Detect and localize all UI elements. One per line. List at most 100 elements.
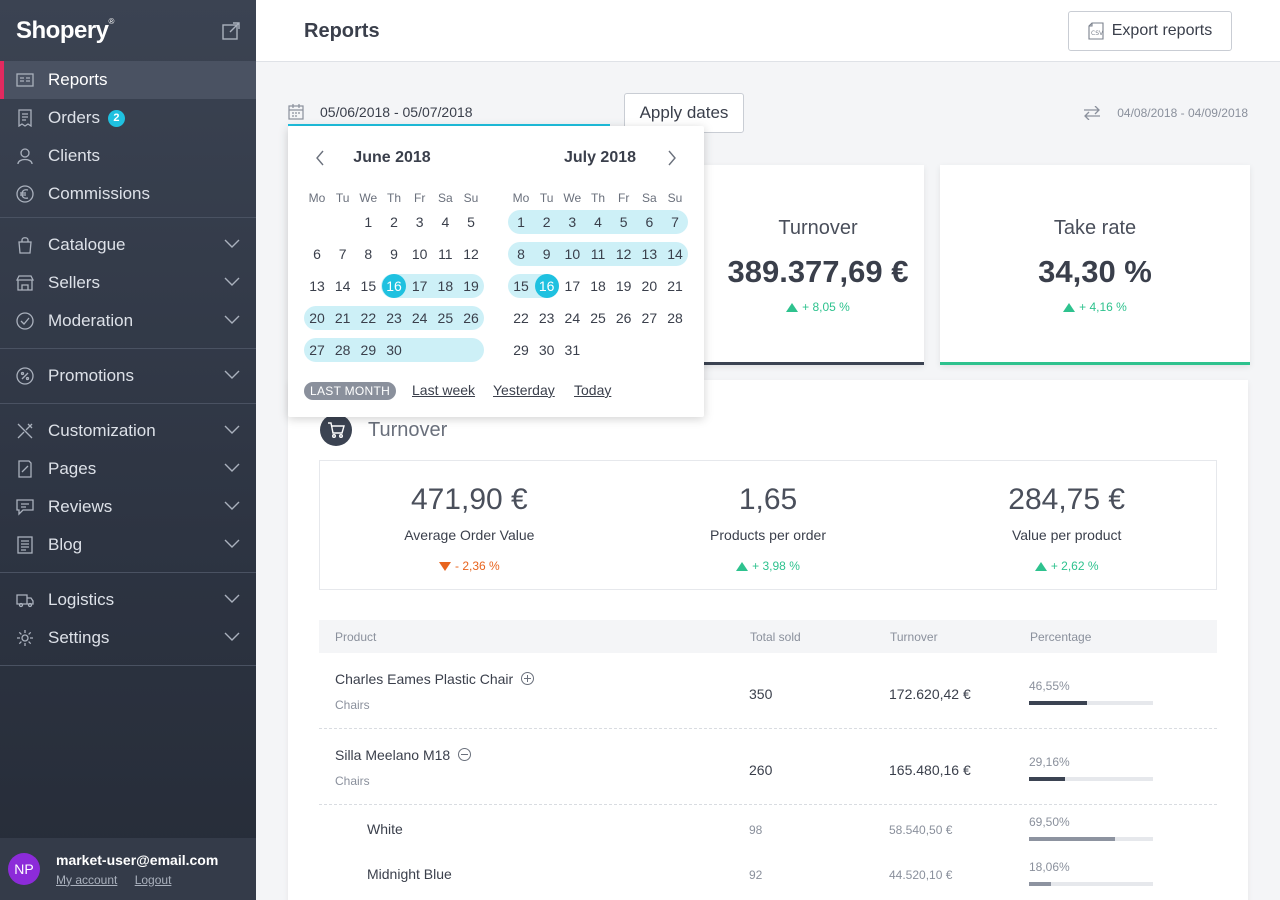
calendar-day[interactable]: 10 bbox=[564, 246, 581, 262]
table-subrow[interactable]: Midnight Blue 92 44.520,10 € 18,06% bbox=[319, 850, 1217, 895]
calendar-day[interactable]: 6 bbox=[645, 214, 654, 230]
calendar-day[interactable]: 20 bbox=[309, 310, 325, 326]
logo[interactable]: Shopery® bbox=[16, 16, 114, 44]
calendar-day[interactable]: 22 bbox=[513, 310, 529, 326]
calendar-day[interactable]: 14 bbox=[667, 246, 683, 262]
table-row[interactable]: Charles Eames Plastic Chair Chairs 350 172.… bbox=[319, 653, 1217, 729]
quick-range-today[interactable]: Today bbox=[574, 382, 612, 398]
calendar-day[interactable]: 30 bbox=[538, 342, 555, 358]
calendar-day[interactable]: 27 bbox=[309, 342, 325, 358]
table-subrow[interactable]: White 98 58.540,50 € 69,50% bbox=[319, 805, 1217, 850]
calendar-day[interactable]: 13 bbox=[641, 246, 658, 262]
calendar-day[interactable]: 19 bbox=[463, 278, 479, 294]
calendar-day[interactable]: 30 bbox=[386, 342, 402, 358]
calendar-day[interactable]: 16 bbox=[386, 278, 402, 294]
sidebar-item-pages[interactable]: Pages bbox=[0, 450, 256, 488]
quick-range-yesterday[interactable]: Yesterday bbox=[493, 382, 555, 398]
calendar-day[interactable]: 19 bbox=[615, 278, 632, 294]
chevron-down-icon[interactable] bbox=[224, 594, 240, 604]
calendar-day[interactable]: 3 bbox=[415, 214, 424, 230]
calendar-day[interactable]: 26 bbox=[463, 310, 479, 326]
calendar-day[interactable]: 2 bbox=[542, 214, 551, 230]
calendar-day[interactable]: 26 bbox=[615, 310, 632, 326]
chevron-down-icon[interactable] bbox=[224, 277, 240, 287]
calendar-day[interactable]: 4 bbox=[441, 214, 450, 230]
sidebar-item-settings[interactable]: Settings bbox=[0, 619, 256, 657]
quick-range-last-month[interactable]: LAST MONTH bbox=[304, 382, 397, 400]
calendar-day[interactable]: 5 bbox=[467, 214, 475, 230]
compare-range[interactable]: 04/08/2018 - 04/09/2018 bbox=[1083, 106, 1248, 120]
column-header-percentage[interactable]: Percentage bbox=[1030, 630, 1092, 644]
calendar-day[interactable]: 16 bbox=[538, 278, 555, 294]
calendar-day[interactable]: 2 bbox=[390, 214, 398, 230]
calendar-day[interactable]: 29 bbox=[360, 342, 377, 358]
calendar-day[interactable]: 9 bbox=[390, 246, 398, 262]
export-reports-button[interactable]: CSV Export reports bbox=[1068, 11, 1232, 51]
calendar-day[interactable]: 17 bbox=[411, 278, 428, 294]
column-header-product[interactable]: Product bbox=[335, 630, 377, 644]
calendar-day[interactable]: 9 bbox=[542, 246, 551, 262]
chevron-left-icon[interactable] bbox=[315, 150, 325, 166]
sidebar-item-moderation[interactable]: Moderation bbox=[0, 302, 256, 340]
sidebar-item-reports[interactable]: Reports bbox=[0, 61, 256, 99]
chevron-down-icon[interactable] bbox=[224, 315, 240, 325]
calendar-day[interactable]: 24 bbox=[564, 310, 581, 326]
chevron-down-icon[interactable] bbox=[224, 501, 240, 511]
sidebar-item-sellers[interactable]: Sellers bbox=[0, 264, 256, 302]
calendar-day[interactable]: 13 bbox=[309, 278, 325, 294]
sidebar-item-blog[interactable]: Blog bbox=[0, 526, 256, 564]
calendar-day[interactable]: 3 bbox=[568, 214, 577, 230]
calendar-day[interactable]: 15 bbox=[513, 278, 529, 294]
calendar-day[interactable]: 6 bbox=[313, 246, 321, 262]
calendar-day[interactable]: 1 bbox=[517, 214, 525, 230]
sidebar-item-commissions[interactable]: Commissions bbox=[0, 175, 256, 213]
calendar-day[interactable]: 12 bbox=[463, 246, 479, 262]
chevron-right-icon[interactable] bbox=[667, 150, 677, 166]
chevron-down-icon[interactable] bbox=[224, 425, 240, 435]
calendar-day[interactable]: 4 bbox=[594, 214, 602, 230]
calendar-day[interactable]: 27 bbox=[641, 310, 658, 326]
calendar-day[interactable]: 18 bbox=[437, 278, 454, 294]
calendar-day[interactable]: 14 bbox=[334, 278, 351, 294]
column-header-total-sold[interactable]: Total sold bbox=[750, 630, 801, 644]
calendar-day[interactable]: 12 bbox=[615, 246, 632, 262]
product-name[interactable]: Charles Eames Plastic Chair bbox=[335, 671, 535, 687]
my-account-link[interactable]: My account bbox=[56, 872, 118, 887]
date-range-input[interactable]: 05/06/2018 - 05/07/2018 bbox=[288, 98, 610, 126]
calendar-day[interactable]: 17 bbox=[564, 278, 581, 294]
calendar-day[interactable]: 10 bbox=[411, 246, 428, 262]
avatar[interactable]: NP bbox=[8, 853, 40, 885]
calendar-day[interactable]: 25 bbox=[590, 310, 606, 326]
calendar-day[interactable]: 31 bbox=[564, 342, 581, 358]
calendar-day[interactable]: 28 bbox=[667, 310, 683, 326]
calendar-day[interactable]: 28 bbox=[334, 342, 351, 358]
calendar-day[interactable]: 7 bbox=[338, 246, 347, 262]
sidebar-item-promotions[interactable]: Promotions bbox=[0, 357, 256, 395]
sidebar-item-reviews[interactable]: Reviews bbox=[0, 488, 256, 526]
calendar-day[interactable]: 21 bbox=[334, 310, 351, 326]
calendar-day[interactable]: 18 bbox=[590, 278, 606, 294]
external-link-icon[interactable] bbox=[222, 21, 240, 40]
table-row[interactable]: Silla Meelano M18 Chairs 260 165.480,16 € 29… bbox=[319, 729, 1217, 805]
expand-plus-icon[interactable] bbox=[521, 672, 535, 685]
calendar-day[interactable]: 1 bbox=[364, 214, 373, 230]
quick-range-last-week[interactable]: Last week bbox=[412, 382, 476, 398]
calendar-day[interactable]: 8 bbox=[364, 246, 373, 262]
calendar-day[interactable]: 15 bbox=[360, 278, 377, 294]
calendar-day[interactable]: 24 bbox=[411, 310, 428, 326]
calendar-day[interactable]: 23 bbox=[386, 310, 402, 326]
chevron-down-icon[interactable] bbox=[224, 370, 240, 380]
chevron-down-icon[interactable] bbox=[224, 632, 240, 642]
calendar-day[interactable]: 29 bbox=[513, 342, 529, 358]
sidebar-item-logistics[interactable]: Logistics bbox=[0, 581, 256, 619]
sidebar-item-customization[interactable]: Customization bbox=[0, 412, 256, 450]
sidebar-item-clients[interactable]: Clients bbox=[0, 137, 256, 175]
calendar-day[interactable]: 11 bbox=[438, 246, 453, 262]
chevron-down-icon[interactable] bbox=[224, 539, 240, 549]
column-header-turnover[interactable]: Turnover bbox=[890, 630, 938, 644]
calendar-day[interactable]: 5 bbox=[619, 214, 628, 230]
sidebar-item-catalogue[interactable]: Catalogue bbox=[0, 226, 256, 264]
chevron-down-icon[interactable] bbox=[224, 463, 240, 473]
calendar-day[interactable]: 20 bbox=[641, 278, 658, 294]
kpi-card-take-rate[interactable]: Take rate 34,30 % + 4,16 % bbox=[940, 165, 1250, 365]
